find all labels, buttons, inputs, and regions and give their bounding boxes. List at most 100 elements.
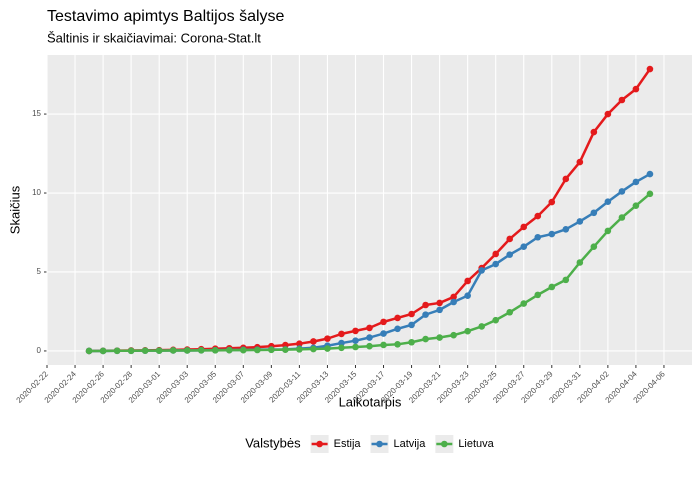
- series-point: [352, 343, 359, 351]
- y-tick-label: 5: [37, 267, 42, 276]
- series-point: [296, 340, 303, 347]
- legend-label: Estija: [334, 438, 362, 450]
- series-point: [408, 310, 415, 318]
- series-point: [464, 292, 471, 299]
- series-point: [408, 338, 415, 346]
- series-point: [562, 226, 570, 233]
- series-point: [520, 243, 528, 251]
- series-point: [366, 324, 373, 332]
- series-point: [225, 346, 233, 354]
- series-point: [155, 347, 163, 354]
- series-point: [534, 233, 542, 241]
- plot-panel: [47, 55, 692, 365]
- series-point: [548, 283, 556, 291]
- series-point: [450, 293, 457, 301]
- series-point: [562, 276, 570, 284]
- series-point: [141, 347, 149, 354]
- series-point: [604, 227, 612, 235]
- series-point: [492, 316, 499, 324]
- series-point: [632, 202, 640, 209]
- series-point: [590, 243, 598, 251]
- series-point: [436, 306, 443, 314]
- series-point: [618, 214, 626, 221]
- legend-swatch: [316, 440, 323, 448]
- series-point: [548, 198, 556, 206]
- series-point: [506, 251, 514, 258]
- series-point: [590, 209, 598, 217]
- series-point: [310, 338, 317, 345]
- legend-title: Valstybės: [245, 435, 301, 450]
- series-point: [422, 301, 429, 309]
- series-point: [618, 96, 626, 104]
- series-point: [338, 339, 345, 347]
- legend-swatch: [441, 440, 448, 448]
- series-point: [590, 128, 598, 136]
- series-point: [394, 341, 401, 348]
- series-point: [338, 330, 345, 338]
- series-point: [618, 188, 626, 195]
- series-point: [478, 267, 485, 274]
- series-point: [604, 198, 612, 206]
- series-point: [268, 346, 275, 354]
- y-tick-label: 0: [37, 346, 42, 355]
- series-point: [464, 277, 471, 285]
- series-point: [394, 314, 401, 322]
- series-point: [380, 330, 387, 337]
- series-point: [604, 110, 612, 118]
- y-tick-label: 15: [32, 109, 41, 118]
- series-point: [492, 250, 499, 258]
- series-point: [576, 218, 584, 225]
- series-point: [646, 65, 654, 73]
- series-point: [310, 345, 317, 353]
- series-point: [240, 346, 247, 354]
- series-point: [254, 346, 261, 354]
- series-point: [576, 158, 584, 166]
- chart-title: Testavimo apimtys Baltijos šalyse: [47, 8, 285, 25]
- series-point: [478, 323, 485, 330]
- series-point: [338, 344, 345, 352]
- series-point: [520, 223, 528, 231]
- series-point: [506, 235, 514, 243]
- series-point: [282, 346, 289, 353]
- series-point: [296, 346, 303, 353]
- series-point: [562, 175, 570, 183]
- series-point: [450, 331, 457, 339]
- series-point: [211, 347, 219, 354]
- series-point: [366, 342, 373, 350]
- series-point: [183, 347, 191, 354]
- series-point: [408, 321, 415, 329]
- series-point: [646, 190, 654, 198]
- series-point: [197, 347, 205, 354]
- chart-subtitle: Šaltinis ir skaičiavimai: Corona-Stat.lt: [47, 30, 261, 45]
- series-point: [506, 308, 514, 316]
- series-point: [534, 212, 542, 220]
- series-point: [534, 291, 542, 299]
- series-point: [380, 318, 387, 326]
- legend: Valstybės Estija Latvija Lietuva: [245, 435, 495, 453]
- series-point: [548, 230, 556, 238]
- series-point: [436, 334, 443, 341]
- series-point: [324, 335, 331, 342]
- y-tick-label: 10: [32, 188, 41, 197]
- y-axis-title: Skaičius: [7, 185, 22, 234]
- series-point: [492, 260, 499, 268]
- x-axis-title: Laikotarpis: [339, 394, 402, 409]
- series-point: [352, 327, 359, 335]
- series-point: [380, 341, 387, 349]
- series-point: [520, 300, 528, 307]
- series-point: [169, 347, 177, 354]
- series-point: [324, 345, 331, 352]
- series-point: [632, 178, 640, 186]
- series-point: [99, 347, 107, 355]
- series-point: [632, 85, 640, 93]
- series-point: [422, 335, 429, 343]
- series-point: [422, 311, 429, 318]
- series-point: [352, 337, 359, 344]
- legend-swatch: [376, 440, 383, 448]
- series-point: [85, 347, 93, 355]
- legend-label: Latvija: [394, 438, 427, 450]
- series-point: [576, 259, 584, 266]
- series-point: [394, 325, 401, 333]
- series-point: [113, 347, 121, 355]
